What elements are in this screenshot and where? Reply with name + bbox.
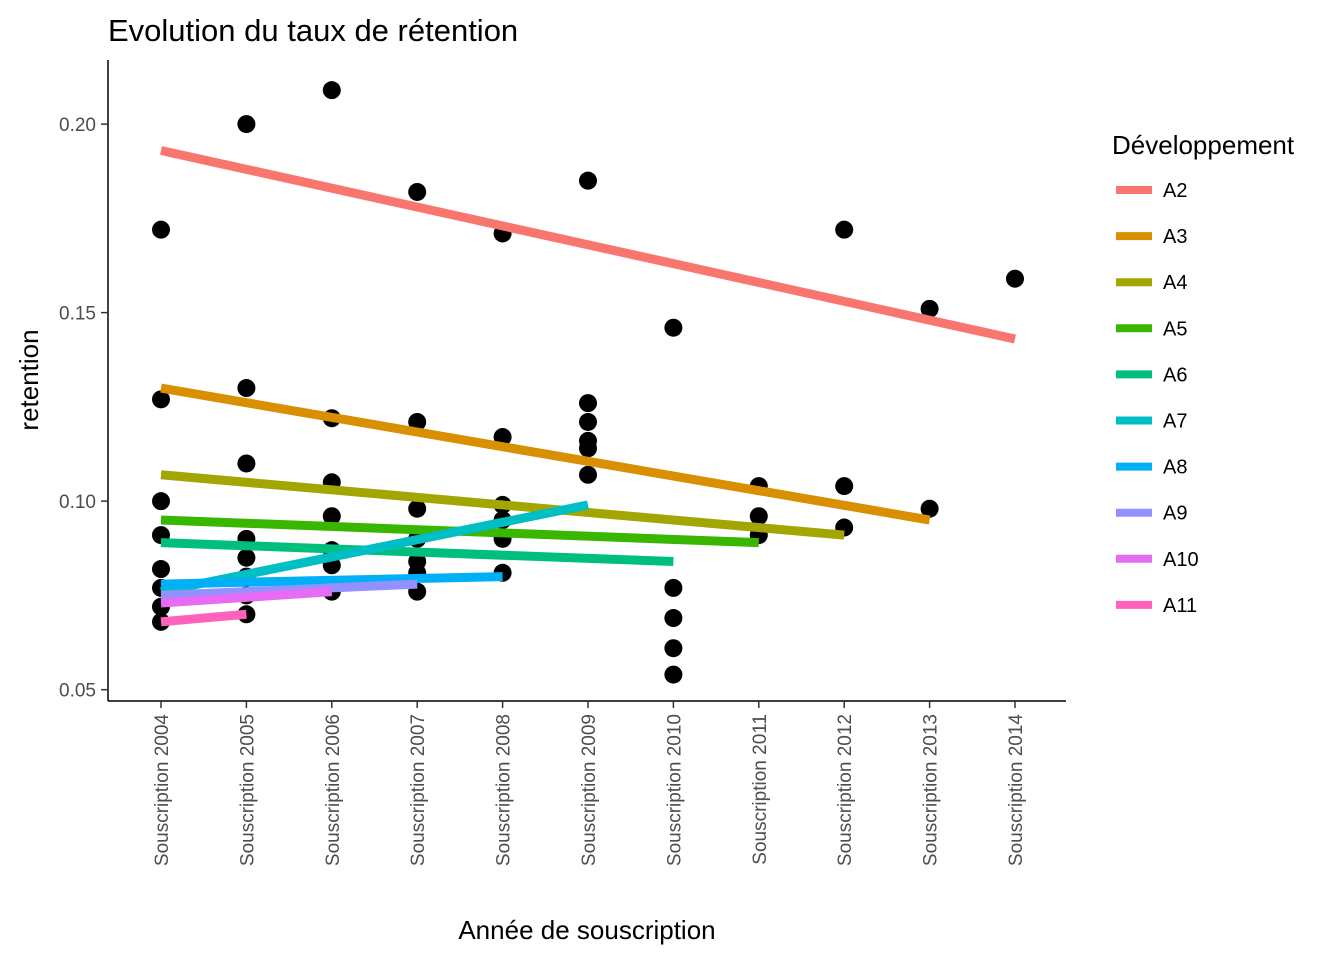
data-point <box>664 609 683 628</box>
data-point <box>152 390 170 409</box>
x-tick-label: Souscription 2014 <box>1006 714 1027 867</box>
data-point <box>408 499 427 518</box>
data-point <box>664 639 683 658</box>
data-point <box>664 318 683 337</box>
legend-title: Développement <box>1112 130 1295 160</box>
data-point <box>835 220 854 239</box>
trend-line-a8 <box>160 572 503 589</box>
legend-label-a5: A5 <box>1163 318 1187 340</box>
x-tick-label: Souscription 2010 <box>664 714 685 866</box>
trend-line-a6 <box>160 538 674 566</box>
data-point <box>835 477 854 496</box>
data-point <box>408 412 427 431</box>
x-tick-label: Souscription 2012 <box>835 714 856 866</box>
legend-label-a8: A8 <box>1163 457 1187 479</box>
data-point <box>579 394 597 413</box>
data-point <box>579 412 597 431</box>
legend-label-a7: A7 <box>1163 411 1187 433</box>
data-point <box>749 507 768 526</box>
legend: A2 A3 A4 A5 A6 A7 A8 A9 A10 A11 <box>1116 180 1199 617</box>
data-point <box>237 454 256 473</box>
y-tick-label: 0.20 <box>59 115 96 136</box>
data-point <box>237 115 256 134</box>
data-point <box>920 499 939 518</box>
x-tick-label: Souscription 2008 <box>494 714 515 866</box>
data-point <box>152 492 170 511</box>
trend-line-a10 <box>160 587 333 608</box>
legend-label-a2: A2 <box>1163 180 1187 202</box>
x-axis-ticks: Souscription 2004 Souscription 2005 Souscr… <box>152 701 1027 866</box>
y-tick-label: 0.15 <box>59 304 96 325</box>
y-tick-label: 0.10 <box>59 492 96 513</box>
y-tick-label: 0.05 <box>59 681 96 702</box>
legend-label-a4: A4 <box>1163 272 1187 294</box>
data-point <box>237 379 256 398</box>
x-tick-label: Souscription 2013 <box>921 714 942 866</box>
data-point <box>322 81 341 100</box>
data-point <box>152 220 170 239</box>
chart-title: Evolution du taux de rétention <box>108 13 518 48</box>
x-tick-label: Souscription 2007 <box>408 714 429 866</box>
legend-label-a10: A10 <box>1163 549 1199 571</box>
data-point <box>322 507 341 526</box>
x-tick-label: Souscription 2009 <box>579 714 600 866</box>
data-point <box>664 665 683 684</box>
data-point <box>152 560 170 579</box>
y-axis-ticks: 0.05 0.10 0.15 0.20 <box>59 115 108 702</box>
legend-label-a3: A3 <box>1163 226 1187 248</box>
data-point <box>579 465 597 484</box>
x-tick-label: Souscription 2006 <box>323 714 344 866</box>
x-tick-label: Souscription 2004 <box>152 714 173 867</box>
trend-line-a2 <box>160 146 1016 344</box>
legend-label-a11: A11 <box>1163 595 1197 617</box>
data-point <box>408 182 427 201</box>
legend-label-a6: A6 <box>1163 364 1187 386</box>
data-point <box>579 439 597 458</box>
data-point <box>579 171 597 190</box>
x-axis-title: Année de souscription <box>458 915 715 945</box>
plot-area <box>152 81 1024 684</box>
y-axis-title: retention <box>14 329 44 430</box>
trend-line-a7 <box>160 500 589 597</box>
trend-line-a11 <box>160 609 247 627</box>
trend-line-a9 <box>160 579 418 600</box>
data-point <box>664 578 683 597</box>
x-tick-label: Souscription 2005 <box>237 714 258 866</box>
data-point <box>1006 269 1024 288</box>
legend-label-a9: A9 <box>1163 503 1187 525</box>
data-point <box>920 299 939 318</box>
trend-line-a4 <box>160 470 845 540</box>
data-point <box>237 548 256 567</box>
x-tick-label: Souscription 2011 <box>750 714 771 865</box>
trend-line-a3 <box>160 383 931 525</box>
